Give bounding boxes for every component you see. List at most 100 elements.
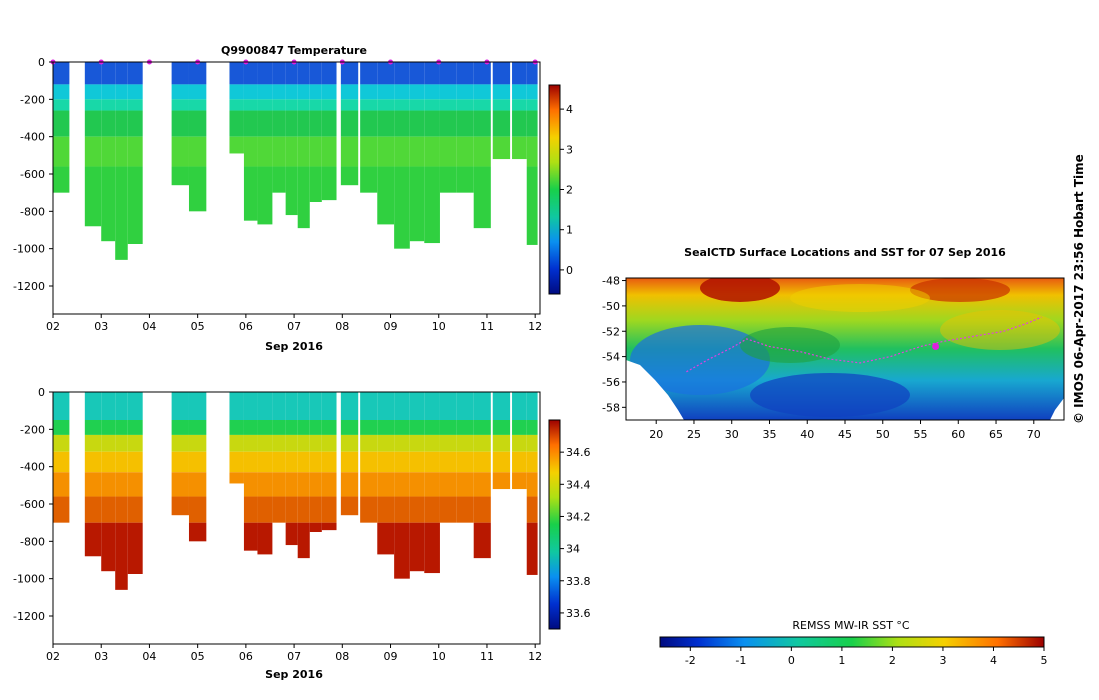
temp-profile-bar <box>297 166 310 229</box>
temp-colorbar-tick-label: 1 <box>566 224 573 237</box>
salinity-profile-bar <box>377 434 395 452</box>
salinity-x-tick-label: 08 <box>335 650 349 663</box>
temp-profile-bar <box>360 62 378 85</box>
salinity-profile-bar <box>297 434 310 452</box>
salinity-y-tick-label: 0 <box>38 386 45 399</box>
salinity-y-tick-label: -800 <box>20 535 45 548</box>
salinity-plot-frame <box>52 391 541 645</box>
sst-colorbar-tick-label: 1 <box>838 654 845 667</box>
temp-x-tick-label: 07 <box>287 320 301 333</box>
salinity-profile-bar <box>171 434 189 452</box>
salinity-profile-bar <box>456 451 474 473</box>
temp-profile-bar <box>53 110 70 137</box>
temp-profile-bar <box>473 136 491 167</box>
map-y-tick-label: -48 <box>602 275 620 288</box>
temp-profile-bar <box>127 62 143 85</box>
temp-colorbar <box>548 84 561 295</box>
salinity-profile-bar <box>127 496 143 523</box>
salinity-profile-bar <box>297 392 310 420</box>
temp-colorbar-ticks: 0 1 2 3 4 <box>560 103 573 277</box>
temp-profile-bar <box>526 62 538 85</box>
salinity-x-tick-label: 07 <box>287 650 301 663</box>
sst-colorbar-tick-label: 4 <box>990 654 997 667</box>
salinity-profile-bar <box>229 451 244 473</box>
temp-profile-bar <box>229 136 244 154</box>
temp-profile-bar <box>409 166 425 242</box>
salinity-profile-bar <box>409 496 425 523</box>
salinity-profile-bar <box>360 451 378 473</box>
temp-profile-bar <box>257 84 273 100</box>
temp-x-axis: 02 03 04 05 06 07 08 09 10 11 12 <box>46 314 542 333</box>
salinity-profile-bar <box>127 392 143 420</box>
temp-profile-bar <box>101 110 116 137</box>
temp-profile-bar <box>101 62 116 85</box>
salinity-profile-bar <box>243 434 258 452</box>
salinity-x-tick-label: 03 <box>94 650 108 663</box>
map-x-tick-label: 60 <box>951 428 965 441</box>
temp-profile-bar <box>340 110 359 137</box>
salinity-profile-bar <box>526 451 538 473</box>
temp-profile-bar <box>424 84 440 100</box>
salinity-profile-bar <box>360 434 378 452</box>
temp-profile-bar <box>84 166 102 227</box>
salinity-profile-bar <box>492 434 511 452</box>
salinity-x-tick-label: 02 <box>46 650 60 663</box>
salinity-profile-bar <box>101 451 116 473</box>
temp-y-axis: 0 -200 -400 -600 -800 -1000 -1200 <box>13 56 53 293</box>
temp-profile-bar <box>115 62 128 85</box>
salinity-profile-bar <box>360 472 378 497</box>
salinity-profile-bar <box>526 472 538 497</box>
salinity-profile-bar <box>473 434 491 452</box>
salinity-profile-bar <box>115 420 128 435</box>
salinity-profile-bar <box>272 434 286 452</box>
salinity-profile-bar <box>188 472 207 497</box>
salinity-profile-bar <box>424 420 440 435</box>
temp-profile-bar <box>309 136 322 167</box>
temp-profile-bar <box>84 99 102 111</box>
temp-profile-bar <box>526 110 538 137</box>
temp-profile-bar <box>127 110 143 137</box>
salinity-profile-bar <box>257 451 273 473</box>
map-y-tick-label: -58 <box>602 401 620 414</box>
salinity-profile-bar <box>115 451 128 473</box>
salinity-profile-bar <box>285 472 298 497</box>
temp-profile-bar <box>53 62 70 85</box>
temp-profile-bar <box>360 110 378 137</box>
temp-y-tick-label: 0 <box>38 56 45 69</box>
salinity-profile-bar <box>297 472 310 497</box>
sst-colorbar-tick-label: 0 <box>788 654 795 667</box>
temp-profile-bar <box>409 99 425 111</box>
temp-profile-bar <box>492 136 511 160</box>
temp-x-tick-label: 09 <box>384 320 398 333</box>
salinity-profile-bar <box>473 392 491 420</box>
temp-profile-bar <box>272 166 286 193</box>
salinity-profile-bar <box>101 496 116 523</box>
salinity-profile-bar <box>257 522 273 555</box>
salinity-x-axis: 02 03 04 05 06 07 08 09 10 11 12 <box>46 644 542 663</box>
map-y-tick-label: -52 <box>602 325 620 338</box>
salinity-profile-bar <box>257 392 273 420</box>
temp-profile-bar <box>526 166 538 245</box>
salinity-profile-bar <box>394 472 410 497</box>
salinity-profile-bar <box>340 472 359 497</box>
salinity-profile-bar <box>409 420 425 435</box>
salinity-profile-bar <box>439 420 457 435</box>
salinity-profile-bar <box>321 522 337 531</box>
salinity-profile-bar <box>439 472 457 497</box>
temp-colorbar-tick-label: 2 <box>566 184 573 197</box>
salinity-profile-bar <box>101 472 116 497</box>
temp-profile-bar <box>272 99 286 111</box>
temp-profile-bar <box>309 99 322 111</box>
temp-profile-bar <box>409 62 425 85</box>
salinity-profile-bar <box>272 392 286 420</box>
salinity-profile-bar <box>171 472 189 497</box>
salinity-profile-bar <box>321 434 337 452</box>
salinity-profile-bar <box>285 392 298 420</box>
salinity-profile-bar <box>285 434 298 452</box>
temp-profile-bar <box>101 166 116 242</box>
temp-profile-bar <box>456 84 474 100</box>
temp-profile-bar <box>257 110 273 137</box>
temp-profile-bar <box>115 84 128 100</box>
temp-profile-bar <box>492 84 511 100</box>
temp-profile-bar <box>84 62 102 85</box>
